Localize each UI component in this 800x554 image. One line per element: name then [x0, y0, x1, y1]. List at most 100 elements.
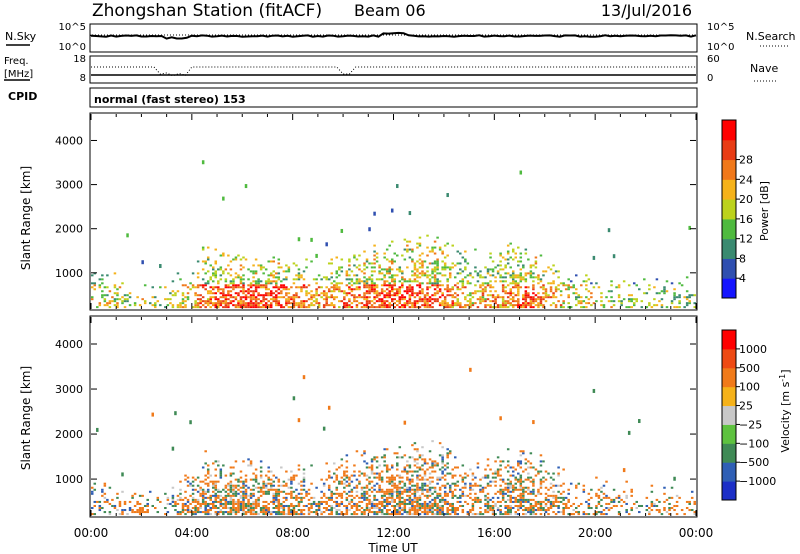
data-cell — [537, 298, 540, 301]
data-cell — [474, 482, 477, 485]
data-cell — [423, 294, 427, 297]
data-cell — [390, 304, 394, 307]
data-cell — [398, 511, 402, 514]
data-cell — [232, 466, 235, 469]
data-cell — [627, 284, 631, 287]
data-cell — [353, 504, 356, 507]
data-cell — [244, 306, 248, 309]
data-cell — [340, 228, 344, 233]
data-cell — [335, 270, 339, 273]
data-cell — [370, 506, 374, 510]
data-cell — [98, 302, 102, 305]
data-cell — [91, 274, 94, 277]
data-cell — [302, 302, 306, 305]
data-cell — [446, 502, 449, 505]
data-cell — [310, 304, 313, 307]
data-cell — [224, 511, 228, 514]
data-cell — [285, 496, 288, 499]
data-cell — [212, 266, 215, 269]
data-cell — [330, 506, 333, 510]
data-cell — [504, 266, 507, 269]
data-cell — [539, 509, 543, 512]
data-cell — [408, 480, 412, 483]
data-cell — [179, 306, 182, 309]
data-cell — [360, 280, 364, 283]
data-cell — [287, 300, 291, 303]
data-cell — [388, 296, 391, 299]
data-cell — [348, 306, 351, 309]
data-cell — [297, 276, 301, 279]
data-cell — [396, 490, 399, 493]
data-cell — [242, 496, 245, 499]
data-cell — [204, 511, 207, 514]
data-cell — [257, 500, 260, 503]
data-cell — [373, 211, 376, 216]
data-cell — [491, 268, 495, 271]
data-cell — [413, 494, 417, 497]
data-cell — [292, 262, 296, 265]
data-cell — [459, 306, 462, 309]
data-cell — [670, 486, 674, 489]
data-cell — [300, 511, 303, 514]
data-cell — [454, 484, 457, 487]
data-cell — [547, 266, 550, 269]
data-cell — [416, 496, 419, 499]
data-cell — [421, 272, 424, 275]
data-cell — [396, 452, 399, 455]
data-cell — [385, 511, 389, 514]
data-cell — [522, 276, 525, 279]
data-cell — [282, 480, 286, 483]
data-cell — [252, 504, 255, 507]
data-cell — [101, 488, 104, 491]
colorbar-segment — [722, 199, 736, 220]
data-cell — [229, 482, 233, 485]
data-cell — [348, 484, 351, 487]
data-cell — [184, 513, 187, 516]
data-cell — [118, 286, 122, 289]
xtick-label: 08:00 — [275, 526, 310, 540]
data-cell — [451, 266, 454, 269]
data-cell — [650, 306, 654, 309]
data-cell — [214, 286, 218, 289]
data-cell — [242, 304, 245, 307]
data-cell — [617, 286, 621, 289]
data-cell — [549, 476, 553, 479]
data-cell — [171, 500, 175, 503]
data-cell — [305, 290, 308, 293]
data-cell — [229, 509, 233, 512]
data-cell — [418, 266, 422, 269]
data-cell — [234, 298, 238, 301]
data-cell — [534, 294, 538, 297]
data-cell — [348, 278, 351, 281]
data-cell — [269, 302, 273, 305]
data-cell — [504, 272, 507, 275]
data-cell — [275, 476, 278, 479]
data-cell — [292, 278, 296, 281]
data-cell — [431, 498, 434, 501]
data-cell — [569, 306, 573, 309]
xtick-label: 20:00 — [578, 526, 613, 540]
data-cell — [297, 500, 301, 503]
data-cell — [504, 466, 507, 469]
data-cell — [322, 290, 326, 293]
data-cell — [416, 476, 419, 479]
data-cell — [244, 506, 248, 510]
data-cell — [448, 472, 452, 475]
data-cell — [413, 280, 417, 283]
data-cell — [355, 484, 359, 487]
data-cell — [668, 506, 671, 510]
data-cell — [582, 300, 586, 303]
data-cell — [476, 466, 480, 469]
data-cell — [259, 486, 263, 489]
data-cell — [327, 288, 331, 291]
data-cell — [325, 278, 328, 281]
data-cell — [340, 282, 344, 285]
data-cell — [275, 504, 278, 507]
data-cell — [335, 496, 339, 499]
data-cell — [333, 492, 336, 495]
data-cell — [106, 294, 109, 297]
data-cell — [385, 248, 389, 251]
data-cell — [370, 278, 374, 281]
data-cell — [454, 474, 457, 477]
data-cell — [222, 498, 225, 501]
